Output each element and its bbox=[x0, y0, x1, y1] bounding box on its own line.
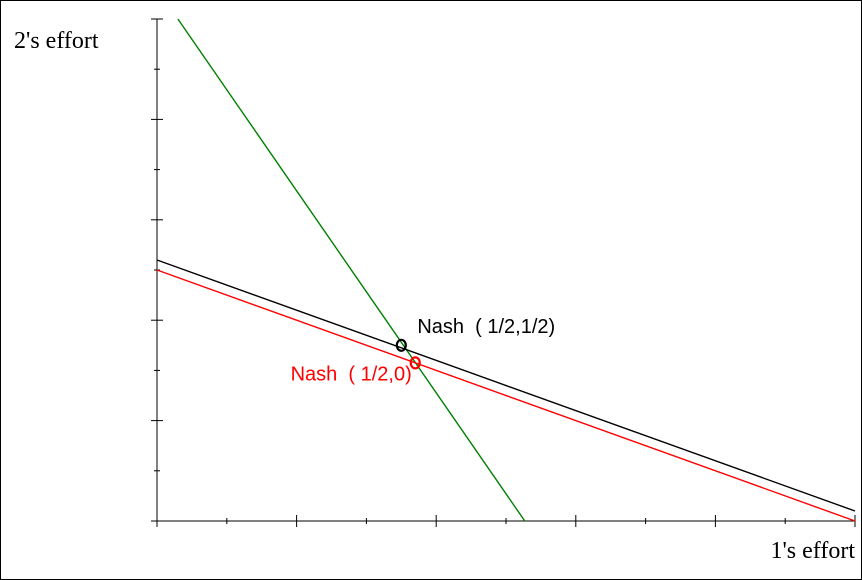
series-line-1 bbox=[177, 18, 526, 522]
nash-marker-1 bbox=[395, 338, 407, 352]
annotations: Nash ( 1/2,1/2) Nash ( 1/2,0) bbox=[291, 316, 556, 386]
series-line-3 bbox=[156, 269, 856, 522]
nash-marker-2 bbox=[409, 356, 421, 370]
series-lines bbox=[156, 18, 856, 522]
equilibrium-markers bbox=[395, 338, 421, 370]
nash-label-2: Nash ( 1/2,0) bbox=[291, 363, 412, 385]
nash-label-1: Nash ( 1/2,1/2) bbox=[417, 316, 555, 338]
series-line-2 bbox=[156, 259, 856, 512]
axes bbox=[151, 18, 856, 527]
x-axis-label: 1's effort bbox=[770, 538, 855, 564]
axis-ticks bbox=[151, 18, 856, 527]
y-axis-label: 2's effort bbox=[14, 28, 99, 54]
